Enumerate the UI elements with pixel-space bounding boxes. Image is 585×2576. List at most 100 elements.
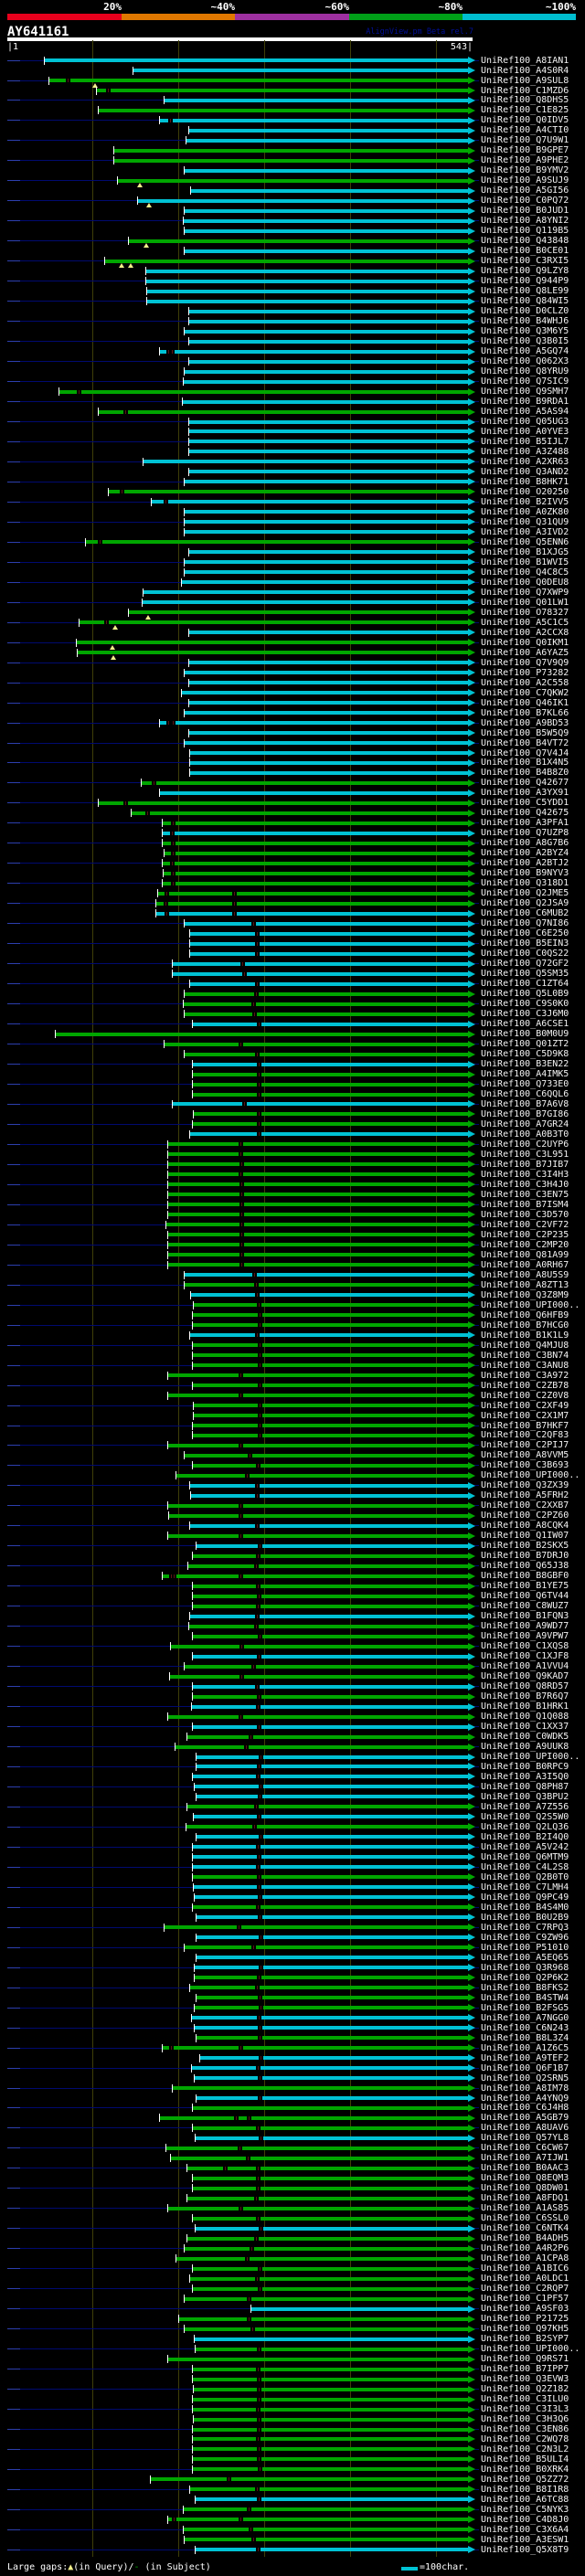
hit-label[interactable]: UniRef100_A6TC88 bbox=[481, 2494, 569, 2505]
hit-label[interactable]: UniRef100_C7QKW2 bbox=[481, 687, 569, 698]
alignment-bar[interactable] bbox=[185, 1273, 468, 1277]
alignment-bar[interactable] bbox=[183, 218, 468, 223]
alignment-bar[interactable] bbox=[192, 1082, 468, 1087]
alignment-bar[interactable] bbox=[185, 1945, 468, 1950]
alignment-bar[interactable] bbox=[185, 991, 468, 996]
hit-label[interactable]: UniRef100_A7NGG0 bbox=[481, 2012, 569, 2023]
hit-label[interactable]: UniRef100_A6YAZ5 bbox=[481, 647, 569, 658]
alignment-bar[interactable] bbox=[147, 289, 468, 293]
alignment-bar[interactable] bbox=[178, 2316, 468, 2321]
hit-label[interactable]: UniRef100_Q57YL8 bbox=[481, 2133, 569, 2144]
alignment-bar[interactable] bbox=[185, 1453, 468, 1458]
hit-label[interactable]: UniRef100_Q062X3 bbox=[481, 356, 569, 366]
alignment-bar[interactable] bbox=[190, 1523, 468, 1528]
alignment-bar[interactable] bbox=[189, 128, 468, 133]
hit-label[interactable]: UniRef100_B1K1L9 bbox=[481, 1330, 569, 1341]
hit-label[interactable]: UniRef100_Q6HFB9 bbox=[481, 1309, 569, 1320]
hit-label[interactable]: UniRef100_Q9KAD7 bbox=[481, 1671, 569, 1682]
hit-label[interactable]: UniRef100_Q42675 bbox=[481, 808, 569, 819]
hit-label[interactable]: UniRef100_Q0DEU8 bbox=[481, 577, 569, 588]
hit-label[interactable]: UniRef100_A5GI56 bbox=[481, 186, 569, 196]
alignment-bar[interactable] bbox=[192, 2216, 468, 2221]
alignment-bar[interactable] bbox=[143, 600, 468, 605]
alignment-bar[interactable] bbox=[191, 1493, 468, 1498]
hit-label[interactable]: UniRef100_A7IJW1 bbox=[481, 2153, 569, 2164]
alignment-bar[interactable] bbox=[173, 961, 468, 966]
alignment-bar[interactable] bbox=[185, 369, 468, 374]
hit-label[interactable]: UniRef100_O78327 bbox=[481, 607, 569, 618]
alignment-bar[interactable] bbox=[189, 550, 468, 555]
alignment-bar[interactable] bbox=[196, 1765, 468, 1769]
alignment-bar[interactable] bbox=[163, 861, 468, 865]
hit-label[interactable]: UniRef100_A2XR63 bbox=[481, 456, 569, 467]
alignment-bar[interactable] bbox=[190, 760, 468, 765]
hit-label[interactable]: UniRef100_C2ZB78 bbox=[481, 1380, 569, 1391]
hit-label[interactable]: UniRef100_C9S0K0 bbox=[481, 999, 569, 1010]
hit-label[interactable]: UniRef100_A6CSE1 bbox=[481, 1019, 569, 1030]
hit-label[interactable]: UniRef100_C3L951 bbox=[481, 1149, 569, 1160]
hit-label[interactable]: UniRef100_B0JUD1 bbox=[481, 206, 569, 217]
hit-label[interactable]: UniRef100_Q8YRU9 bbox=[481, 366, 569, 376]
alignment-bar[interactable] bbox=[151, 500, 468, 504]
alignment-bar[interactable] bbox=[45, 58, 468, 62]
alignment-bar[interactable] bbox=[190, 1986, 468, 1990]
alignment-bar[interactable] bbox=[167, 1253, 468, 1257]
alignment-bar[interactable] bbox=[194, 1895, 468, 1900]
hit-label[interactable]: UniRef100_B4ADH5 bbox=[481, 2233, 569, 2244]
hit-label[interactable]: UniRef100_A8VVM5 bbox=[481, 1450, 569, 1461]
hit-label[interactable]: UniRef100_B4VT72 bbox=[481, 737, 569, 748]
alignment-bar[interactable] bbox=[196, 1795, 468, 1799]
hit-label[interactable]: UniRef100_P21725 bbox=[481, 2314, 569, 2325]
alignment-bar[interactable] bbox=[182, 399, 468, 404]
alignment-bar[interactable] bbox=[167, 1243, 468, 1247]
alignment-bar[interactable] bbox=[185, 530, 468, 535]
alignment-bar[interactable] bbox=[194, 2006, 468, 2010]
alignment-bar[interactable] bbox=[158, 891, 468, 896]
hit-label[interactable]: UniRef100_A9SUJ9 bbox=[481, 175, 569, 186]
alignment-bar[interactable] bbox=[167, 1193, 468, 1197]
hit-label[interactable]: UniRef100_A7Z556 bbox=[481, 1801, 569, 1812]
alignment-bar[interactable] bbox=[196, 1754, 468, 1759]
hit-label[interactable]: UniRef100_A2C558 bbox=[481, 677, 569, 688]
alignment-bar[interactable] bbox=[192, 2367, 468, 2371]
hit-label[interactable]: UniRef100_Q9SMH7 bbox=[481, 387, 569, 397]
alignment-bar[interactable] bbox=[185, 1052, 468, 1056]
hit-label[interactable]: UniRef100_A8IAN1 bbox=[481, 55, 569, 66]
alignment-bar[interactable] bbox=[189, 470, 468, 474]
alignment-bar[interactable] bbox=[189, 339, 468, 344]
hit-label[interactable]: UniRef100_Q7V9Q9 bbox=[481, 657, 569, 668]
alignment-bar[interactable] bbox=[150, 2477, 468, 2482]
alignment-bar[interactable] bbox=[192, 2105, 468, 2110]
alignment-bar[interactable] bbox=[176, 1744, 468, 1749]
hit-label[interactable]: UniRef100_B9YMV2 bbox=[481, 165, 569, 176]
hit-label[interactable]: UniRef100_C1E825 bbox=[481, 105, 569, 116]
alignment-bar[interactable] bbox=[191, 2016, 468, 2020]
alignment-bar[interactable] bbox=[192, 1343, 468, 1348]
alignment-bar[interactable] bbox=[192, 1424, 468, 1427]
hit-label[interactable]: UniRef100_A9BD53 bbox=[481, 717, 569, 728]
hit-label[interactable]: UniRef100_C3X6A4 bbox=[481, 2524, 569, 2535]
alignment-bar[interactable] bbox=[187, 1734, 468, 1739]
hit-label[interactable]: UniRef100_Q01ZT2 bbox=[481, 1039, 569, 1049]
hit-label[interactable]: UniRef100_C1MZD6 bbox=[481, 85, 569, 96]
alignment-bar[interactable] bbox=[187, 2166, 468, 2170]
hit-label[interactable]: UniRef100_Q72GF2 bbox=[481, 959, 569, 970]
hit-label[interactable]: UniRef100_A8U5S9 bbox=[481, 1269, 569, 1280]
hit-label[interactable]: UniRef100_A0ZK80 bbox=[481, 506, 569, 517]
hit-label[interactable]: UniRef100_A8YNI2 bbox=[481, 216, 569, 227]
hit-label[interactable]: UniRef100_B5EIN3 bbox=[481, 938, 569, 949]
alignment-bar[interactable] bbox=[192, 1062, 468, 1066]
hit-label[interactable]: UniRef100_A3IVD2 bbox=[481, 526, 569, 537]
hit-label[interactable]: UniRef100_A8ZT13 bbox=[481, 1279, 569, 1290]
hit-label[interactable]: UniRef100_UPI000.. bbox=[481, 1470, 580, 1481]
hit-label[interactable]: UniRef100_O20250 bbox=[481, 486, 569, 497]
alignment-bar[interactable] bbox=[193, 1404, 468, 1407]
hit-label[interactable]: UniRef100_Q3B0I5 bbox=[481, 336, 569, 347]
alignment-bar[interactable] bbox=[189, 359, 468, 364]
hit-label[interactable]: UniRef100_C3H3Q6 bbox=[481, 2414, 569, 2424]
hit-label[interactable]: UniRef100_Q6TV44 bbox=[481, 1591, 569, 1602]
hit-label[interactable]: UniRef100_Q4MJU8 bbox=[481, 1340, 569, 1351]
hit-label[interactable]: UniRef100_Q9LZY8 bbox=[481, 266, 569, 277]
alignment-bar[interactable] bbox=[129, 239, 468, 243]
hit-label[interactable]: UniRef100_A0LDC1 bbox=[481, 2274, 569, 2284]
